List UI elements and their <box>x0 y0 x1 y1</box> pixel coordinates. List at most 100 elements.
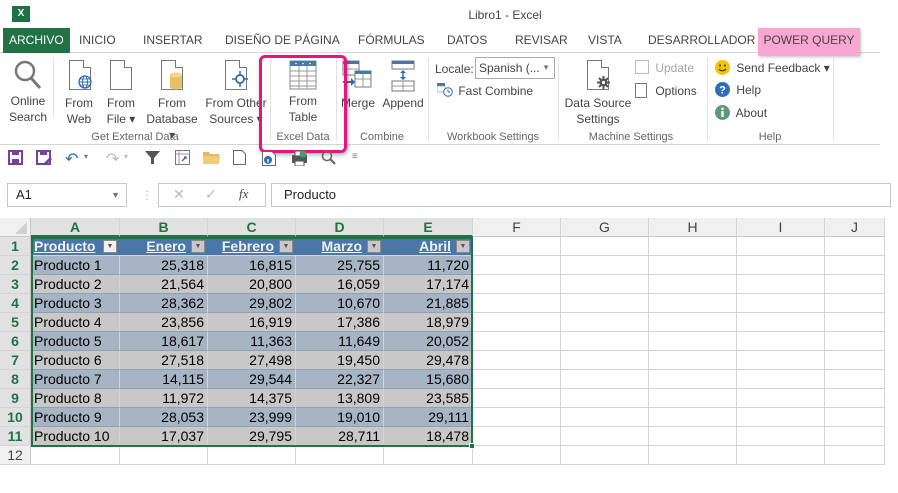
table-cell[interactable]: Producto 6 <box>31 351 120 370</box>
table-cell[interactable]: 23,856 <box>120 313 208 332</box>
empty-cell[interactable] <box>825 294 885 313</box>
empty-cell[interactable] <box>649 408 737 427</box>
empty-cell[interactable] <box>561 332 649 351</box>
table-cell[interactable]: 11,972 <box>120 389 208 408</box>
table-cell[interactable]: 17,037 <box>120 427 208 446</box>
locale-dropdown[interactable]: Spanish (... ▼ <box>475 57 555 79</box>
select-all-button[interactable] <box>0 218 31 237</box>
tab-fórmulas[interactable]: FÓRMULAS <box>358 33 425 47</box>
table-cell[interactable]: 15,680 <box>384 370 473 389</box>
empty-cell[interactable] <box>473 237 561 256</box>
table-cell[interactable]: 23,585 <box>384 389 473 408</box>
empty-cell[interactable] <box>737 275 825 294</box>
empty-cell[interactable] <box>737 237 825 256</box>
tab-diseño-de-página[interactable]: DISEÑO DE PÁGINA <box>225 33 340 47</box>
new-document-icon[interactable] <box>233 150 246 168</box>
empty-cell[interactable] <box>737 408 825 427</box>
table-cell[interactable]: 19,450 <box>296 351 384 370</box>
table-cell[interactable]: 11,720 <box>384 256 473 275</box>
empty-cell[interactable] <box>473 389 561 408</box>
empty-cell[interactable] <box>825 408 885 427</box>
empty-cell[interactable] <box>649 427 737 446</box>
cancel-formula-button[interactable]: ✕ <box>173 186 185 202</box>
empty-cell[interactable] <box>561 446 649 465</box>
empty-cell[interactable] <box>737 389 825 408</box>
empty-cell[interactable] <box>737 313 825 332</box>
empty-cell[interactable] <box>649 237 737 256</box>
empty-cell[interactable] <box>473 275 561 294</box>
empty-cell[interactable] <box>825 313 885 332</box>
table-cell[interactable]: 21,564 <box>120 275 208 294</box>
formula-input[interactable]: Producto <box>271 183 891 207</box>
empty-cell[interactable] <box>561 275 649 294</box>
empty-cell[interactable] <box>473 294 561 313</box>
table-cell[interactable]: 29,795 <box>208 427 296 446</box>
table-cell[interactable]: 29,802 <box>208 294 296 313</box>
tab-archivo[interactable]: ARCHIVO <box>3 28 70 53</box>
empty-cell[interactable] <box>561 237 649 256</box>
table-cell[interactable]: 27,498 <box>208 351 296 370</box>
table-cell[interactable]: 16,059 <box>296 275 384 294</box>
empty-cell[interactable] <box>384 446 473 465</box>
row-header-8[interactable]: 8 <box>0 370 31 389</box>
table-cell[interactable]: 27,518 <box>120 351 208 370</box>
options-button[interactable]: Options <box>635 83 697 99</box>
column-header-i[interactable]: I <box>737 218 825 237</box>
data-source-settings-button[interactable]: Data Source Settings <box>563 59 633 127</box>
empty-cell[interactable] <box>473 370 561 389</box>
append-button[interactable]: Append <box>380 59 426 111</box>
row-header-4[interactable]: 4 <box>0 294 31 313</box>
empty-cell[interactable] <box>649 389 737 408</box>
filter-dropdown-icon[interactable]: ▼ <box>103 240 117 253</box>
column-header-b[interactable]: B <box>120 218 208 237</box>
table-cell[interactable]: Producto 10 <box>31 427 120 446</box>
empty-cell[interactable] <box>825 256 885 275</box>
merge-button[interactable]: Merge <box>340 59 376 111</box>
row-header-5[interactable]: 5 <box>0 313 31 332</box>
empty-cell[interactable] <box>737 446 825 465</box>
table-cell[interactable]: 18,478 <box>384 427 473 446</box>
empty-cell[interactable] <box>737 294 825 313</box>
empty-cell[interactable] <box>31 446 120 465</box>
table-cell[interactable]: 19,010 <box>296 408 384 427</box>
from-table-button[interactable]: From Table <box>276 59 330 125</box>
empty-cell[interactable] <box>561 256 649 275</box>
row-header-12[interactable]: 12 <box>0 446 31 465</box>
empty-cell[interactable] <box>825 332 885 351</box>
table-cell[interactable]: 17,174 <box>384 275 473 294</box>
empty-cell[interactable] <box>649 275 737 294</box>
from-file-button[interactable]: From File ▾ <box>103 59 139 127</box>
table-cell[interactable]: 14,115 <box>120 370 208 389</box>
table-cell[interactable]: 16,815 <box>208 256 296 275</box>
table-header-cell[interactable]: Producto ▼ <box>31 237 120 256</box>
filter-dropdown-icon[interactable]: ▼ <box>279 240 293 253</box>
column-header-d[interactable]: D <box>296 218 384 237</box>
send-feedback-button[interactable]: Send Feedback ▾ <box>715 60 830 76</box>
empty-cell[interactable] <box>208 446 296 465</box>
tab-power-query[interactable]: POWER QUERY <box>758 28 860 56</box>
save-icon[interactable] <box>8 150 23 168</box>
table-cell[interactable]: 22,327 <box>296 370 384 389</box>
tab-inicio[interactable]: INICIO <box>79 33 116 47</box>
empty-cell[interactable] <box>649 294 737 313</box>
column-header-f[interactable]: F <box>473 218 561 237</box>
empty-cell[interactable] <box>473 313 561 332</box>
empty-cell[interactable] <box>737 256 825 275</box>
customize-qat-icon[interactable]: ≡ <box>352 151 358 162</box>
tab-desarrollador[interactable]: DESARROLLADOR <box>648 33 756 47</box>
empty-cell[interactable] <box>473 256 561 275</box>
empty-cell[interactable] <box>825 389 885 408</box>
table-cell[interactable]: Producto 3 <box>31 294 120 313</box>
tab-revisar[interactable]: REVISAR <box>515 33 568 47</box>
document-properties-icon[interactable] <box>262 150 277 169</box>
empty-cell[interactable] <box>561 370 649 389</box>
zoom-search-icon[interactable] <box>321 150 336 168</box>
table-cell[interactable]: 29,478 <box>384 351 473 370</box>
column-header-e[interactable]: E <box>384 218 473 237</box>
table-cell[interactable]: 29,111 <box>384 408 473 427</box>
tab-insertar[interactable]: INSERTAR <box>143 33 203 47</box>
empty-cell[interactable] <box>649 313 737 332</box>
table-cell[interactable]: 20,052 <box>384 332 473 351</box>
help-button[interactable]: ? Help <box>715 82 761 98</box>
empty-cell[interactable] <box>561 408 649 427</box>
